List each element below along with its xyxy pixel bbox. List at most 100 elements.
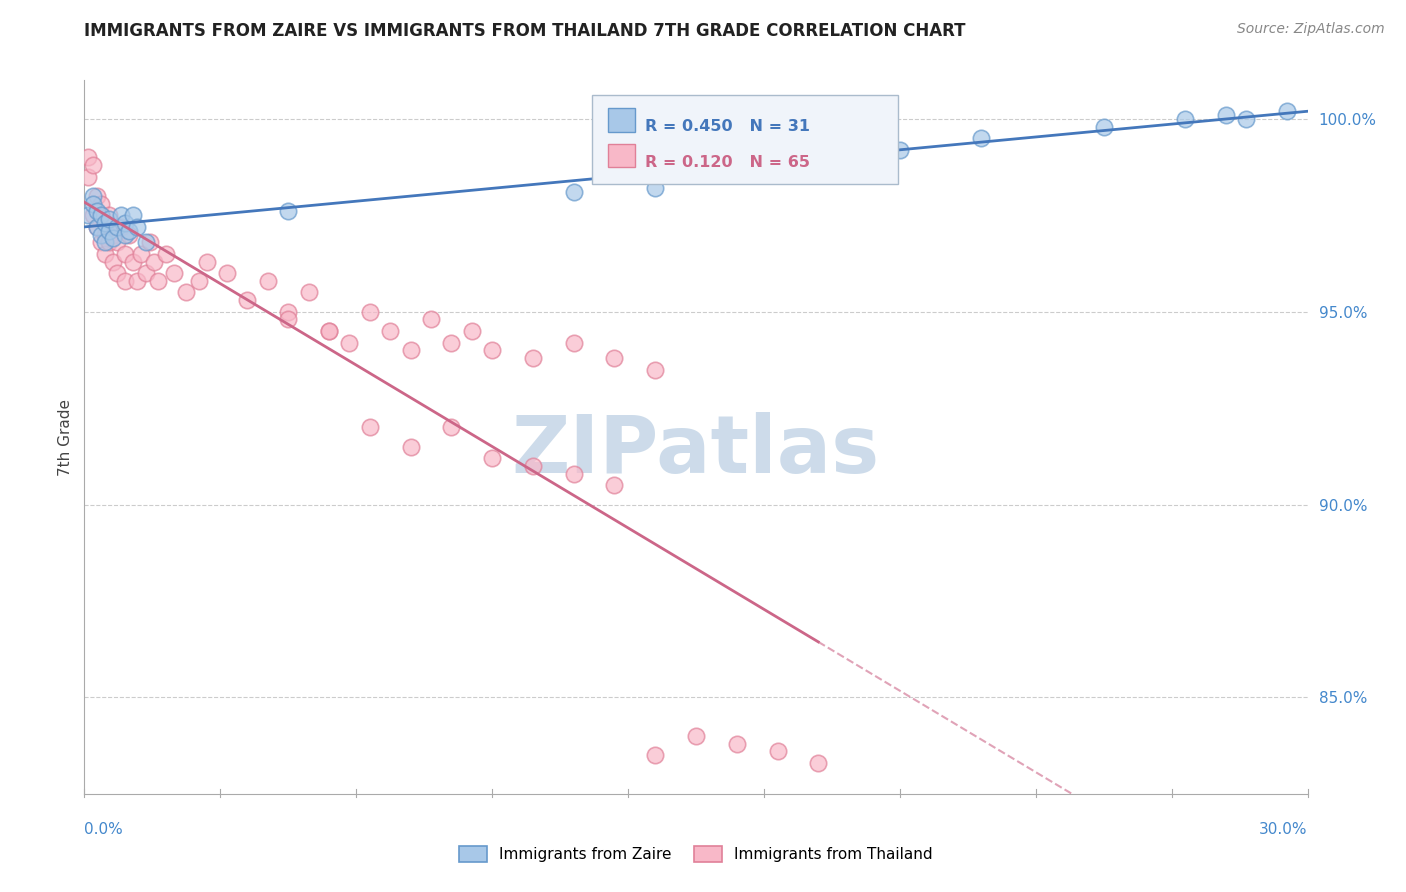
Point xyxy=(1092,120,1115,134)
Text: R = 0.120   N = 65: R = 0.120 N = 65 xyxy=(644,155,810,169)
Point xyxy=(82,196,104,211)
Point xyxy=(318,324,340,338)
Point xyxy=(440,335,463,350)
Point xyxy=(562,185,585,199)
Point xyxy=(110,219,132,234)
Point xyxy=(86,189,108,203)
Point xyxy=(93,235,115,250)
Text: IMMIGRANTS FROM ZAIRE VS IMMIGRANTS FROM THAILAND 7TH GRADE CORRELATION CHART: IMMIGRANTS FROM ZAIRE VS IMMIGRANTS FROM… xyxy=(84,22,966,40)
Point xyxy=(562,335,585,350)
Point xyxy=(277,304,299,318)
Point xyxy=(135,266,157,280)
Point xyxy=(1234,112,1257,126)
Point xyxy=(90,235,112,250)
Point xyxy=(127,219,149,234)
Point xyxy=(461,324,484,338)
Point xyxy=(82,158,104,172)
Text: Source: ZipAtlas.com: Source: ZipAtlas.com xyxy=(1237,22,1385,37)
Point xyxy=(114,247,136,261)
Point xyxy=(97,208,120,222)
Point xyxy=(118,224,141,238)
Point xyxy=(127,274,149,288)
Point xyxy=(236,293,259,307)
Point xyxy=(339,335,360,350)
Point xyxy=(105,219,128,234)
Point xyxy=(970,131,993,145)
Point xyxy=(114,227,136,242)
Point xyxy=(399,343,422,358)
Point xyxy=(90,208,112,222)
Point xyxy=(114,216,136,230)
Text: 30.0%: 30.0% xyxy=(1260,822,1308,837)
FancyBboxPatch shape xyxy=(592,95,898,184)
Point xyxy=(481,451,503,466)
Point xyxy=(766,744,789,758)
Point xyxy=(195,254,218,268)
Point xyxy=(420,312,443,326)
Point xyxy=(1215,108,1237,122)
Point xyxy=(725,737,748,751)
Point xyxy=(522,458,544,473)
Point xyxy=(142,254,165,268)
Point xyxy=(163,266,186,280)
Point xyxy=(359,420,381,434)
FancyBboxPatch shape xyxy=(607,144,636,168)
Point xyxy=(97,235,120,250)
Point xyxy=(90,196,112,211)
Point xyxy=(399,440,422,454)
Point xyxy=(101,231,124,245)
Point xyxy=(93,216,115,230)
Point xyxy=(118,227,141,242)
Point xyxy=(217,266,239,280)
Point xyxy=(644,181,666,195)
FancyBboxPatch shape xyxy=(607,108,636,132)
Point xyxy=(93,227,115,242)
Point xyxy=(807,756,830,770)
Point xyxy=(138,235,160,250)
Point xyxy=(93,247,115,261)
Point xyxy=(359,304,381,318)
Point xyxy=(105,235,128,250)
Point xyxy=(174,285,197,300)
Point xyxy=(277,204,299,219)
Point xyxy=(318,324,340,338)
Point xyxy=(155,247,177,261)
Point xyxy=(522,351,544,365)
Point xyxy=(101,227,124,242)
Point xyxy=(257,274,280,288)
Point xyxy=(105,266,128,280)
Point xyxy=(101,254,124,268)
Point xyxy=(90,227,112,242)
Point xyxy=(380,324,402,338)
Point xyxy=(187,274,209,288)
Point xyxy=(603,351,626,365)
Text: 0.0%: 0.0% xyxy=(84,822,124,837)
Point xyxy=(86,219,108,234)
Point xyxy=(90,208,112,222)
Point xyxy=(86,219,108,234)
Point xyxy=(644,748,666,763)
Point xyxy=(77,208,100,222)
Point xyxy=(277,312,299,326)
Point xyxy=(807,150,830,164)
Point xyxy=(146,274,169,288)
Y-axis label: 7th Grade: 7th Grade xyxy=(58,399,73,475)
Point xyxy=(889,143,911,157)
Point xyxy=(1275,104,1298,119)
Point xyxy=(77,169,100,184)
Text: R = 0.450   N = 31: R = 0.450 N = 31 xyxy=(644,120,810,134)
Point xyxy=(86,204,108,219)
Point xyxy=(122,254,145,268)
Point xyxy=(82,189,104,203)
Point xyxy=(114,274,136,288)
Point xyxy=(135,235,157,250)
Point xyxy=(97,224,120,238)
Legend: Immigrants from Zaire, Immigrants from Thailand: Immigrants from Zaire, Immigrants from T… xyxy=(453,840,939,868)
Point xyxy=(122,208,145,222)
Point xyxy=(298,285,321,300)
Point xyxy=(77,150,100,164)
Text: ZIPatlas: ZIPatlas xyxy=(512,412,880,491)
Point xyxy=(97,212,120,227)
Point xyxy=(1174,112,1197,126)
Point xyxy=(110,208,132,222)
